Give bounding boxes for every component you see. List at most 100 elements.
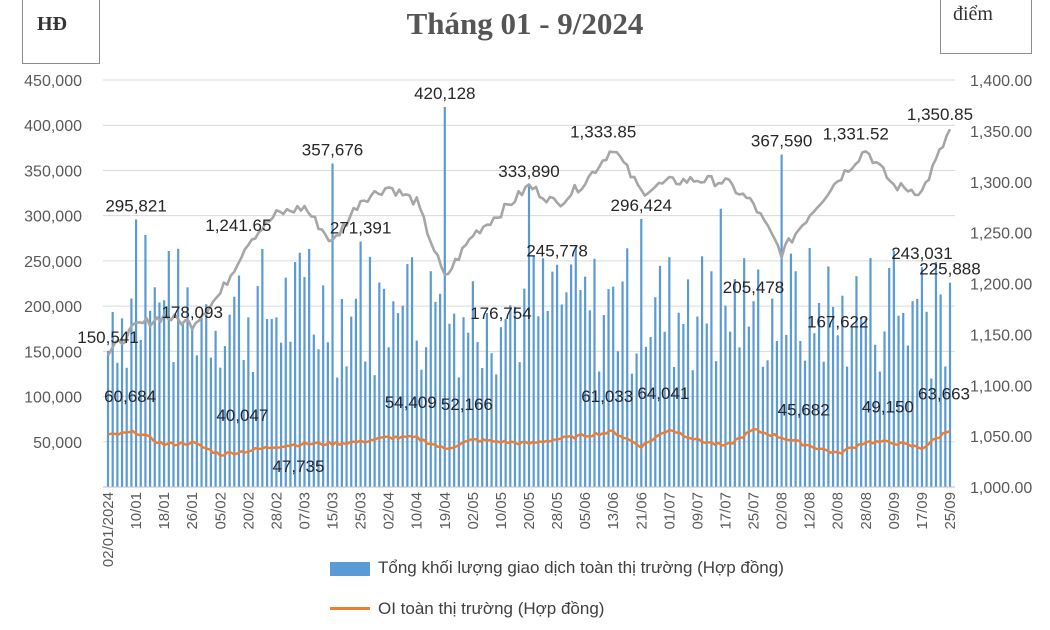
volume-data-label: 167,622 [807, 312, 868, 331]
volume-bar [658, 265, 662, 487]
volume-bar [322, 285, 325, 487]
x-tick-label: 17/09 [914, 492, 931, 530]
volume-bar [878, 371, 881, 487]
volume-bar [504, 318, 507, 487]
volume-bar [471, 281, 474, 487]
x-tick-label: 28/08 [858, 492, 875, 530]
volume-bar [579, 289, 582, 487]
volume-bar [803, 360, 807, 487]
left-axis-unit-box: HĐ [22, 0, 100, 64]
volume-bar [420, 369, 423, 487]
volume-bar [462, 317, 465, 487]
volume-bar [368, 256, 372, 487]
volume-bar [270, 318, 273, 487]
volume-data-label: 296,424 [611, 196, 672, 215]
x-tick-label: 05/02 [212, 492, 229, 530]
volume-bar [457, 377, 460, 487]
volume-bar [191, 325, 194, 487]
volume-bar [172, 362, 175, 487]
volume-bar [331, 163, 334, 487]
volume-bar [247, 317, 250, 487]
volume-bar [588, 310, 591, 487]
volume-bar [453, 313, 456, 487]
x-tick-label: 02/08 [774, 492, 791, 530]
volume-bar [775, 341, 779, 487]
volume-bar [279, 342, 283, 487]
volume-bar [308, 248, 311, 487]
y-right-tick-label: 1,400.00 [970, 73, 1032, 90]
volume-bar [771, 298, 774, 487]
volume-bar [944, 366, 947, 487]
index-data-label: 1,331.52 [823, 125, 889, 144]
volume-bar [686, 279, 690, 487]
volume-bar [920, 267, 924, 487]
volume-bar [715, 361, 718, 487]
volume-data-label: 357,676 [302, 141, 363, 160]
volume-bar [621, 281, 624, 487]
volume-bar [860, 317, 863, 487]
volume-bar [663, 331, 666, 487]
volume-bar [513, 306, 517, 487]
volume-bar [864, 318, 867, 487]
legend-swatch-oi [330, 607, 370, 610]
volume-bar [892, 250, 895, 487]
volume-bar [499, 327, 503, 487]
volume-bar [831, 306, 835, 487]
x-tick-label: 02/04 [381, 492, 398, 530]
volume-bar [710, 271, 713, 487]
volume-bar [237, 275, 241, 487]
volume-bar [874, 344, 877, 487]
volume-bar [289, 341, 292, 487]
volume-bar [602, 315, 605, 487]
volume-bar [841, 295, 844, 487]
x-tick-label: 05/06 [577, 492, 594, 530]
volume-bar [467, 332, 470, 487]
volume-bar [897, 315, 900, 487]
volume-bar [275, 317, 278, 487]
volume-bar [700, 256, 704, 487]
oi-data-label: 49,150 [862, 398, 914, 417]
volume-bar [233, 296, 236, 487]
volume-bar [729, 331, 732, 487]
volume-bar [490, 353, 493, 487]
x-tick-label: 17/07 [717, 492, 734, 530]
x-tick-label: 18/01 [156, 492, 173, 530]
volume-bar [205, 304, 208, 487]
x-tick-label: 28/02 [268, 492, 285, 530]
volume-bar [555, 264, 559, 487]
volume-bar [845, 366, 849, 487]
volume-bar [541, 258, 545, 487]
oi-data-label: 54,409 [385, 393, 437, 412]
volume-bar [294, 262, 297, 487]
volume-bar [149, 310, 152, 487]
volume-bar [410, 257, 414, 487]
volume-bar [153, 287, 156, 487]
legend-label-volume: Tổng khối lượng giao dịch toàn thị trườn… [378, 558, 784, 577]
y-left-tick-label: 100,000 [24, 390, 82, 407]
volume-bar [223, 346, 227, 487]
volume-bar [518, 362, 521, 487]
x-tick-label: 25/03 [353, 492, 370, 530]
volume-bars [106, 107, 952, 488]
volume-bar [672, 366, 676, 487]
volume-bar [373, 375, 376, 487]
volume-bar [612, 286, 615, 487]
volume-bar [111, 311, 114, 487]
x-tick-label: 09/07 [689, 492, 706, 530]
volume-bar [822, 361, 825, 487]
volume-bar [761, 366, 764, 487]
volume-bar [228, 314, 231, 487]
volume-bar [219, 367, 222, 487]
volume-bar [130, 298, 133, 487]
x-tick-label: 20/05 [521, 492, 538, 530]
volume-data-label: 245,778 [526, 242, 587, 261]
volume-bar [434, 301, 437, 487]
volume-bar [481, 367, 484, 487]
volume-bar [649, 337, 652, 487]
volume-bar [719, 208, 722, 487]
volume-bar [850, 327, 853, 487]
index-data-label: 1,333.85 [570, 122, 636, 141]
volume-bar [116, 362, 119, 487]
volume-bar [485, 312, 488, 487]
